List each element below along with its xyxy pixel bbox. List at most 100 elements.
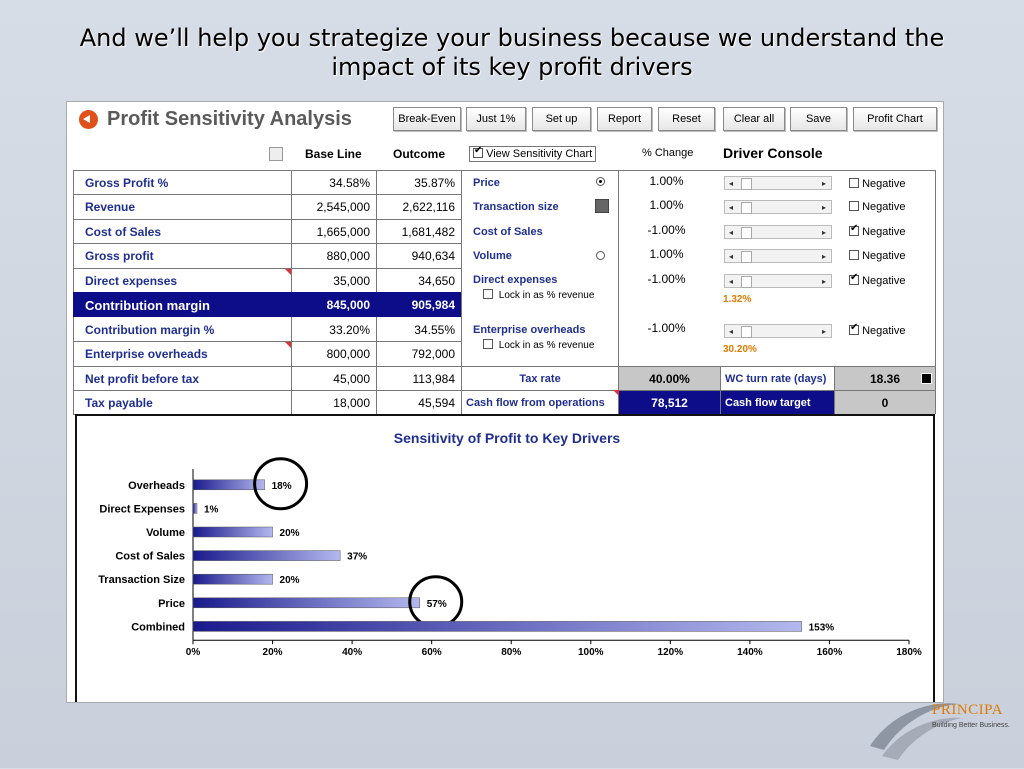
row-label: Net profit before tax bbox=[85, 371, 200, 386]
wc-toggle-icon[interactable] bbox=[921, 373, 932, 384]
volume-slider[interactable]: ◂ ▸ bbox=[724, 249, 832, 263]
pct-change-price[interactable]: 1.00% bbox=[649, 174, 684, 188]
bar bbox=[192, 479, 265, 491]
set-up-button[interactable]: Set up bbox=[532, 107, 591, 131]
row-label: Contribution margin bbox=[74, 293, 291, 317]
back-arrow-icon[interactable] bbox=[79, 110, 98, 129]
x-tick-label: 160% bbox=[817, 647, 843, 658]
tax-rate-value[interactable]: 40.00% bbox=[619, 367, 720, 390]
radio-unselected-icon[interactable] bbox=[596, 251, 605, 260]
app-header: Profit Sensitivity Analysis Break-Even J… bbox=[67, 102, 943, 142]
cash-flow-target-value[interactable]: 0 bbox=[835, 391, 935, 414]
lock-direct-expenses-checkbox[interactable]: Lock in as % revenue bbox=[483, 289, 594, 301]
pct-change-transaction-size[interactable]: 1.00% bbox=[649, 198, 684, 212]
slide-title-line-2: impact of its key profit drivers bbox=[331, 53, 693, 81]
view-chart-label: View Sensitivity Chart bbox=[486, 148, 593, 160]
slide-title: And we’ll help you strategize your busin… bbox=[0, 24, 1024, 82]
comment-marker-icon[interactable] bbox=[285, 342, 291, 348]
checkbox-icon bbox=[849, 201, 859, 211]
logo-tagline: Building Better Business. bbox=[932, 722, 1010, 729]
category-label: Direct Expenses bbox=[99, 503, 185, 515]
save-button[interactable]: Save bbox=[790, 107, 847, 131]
row-label: Gross profit bbox=[85, 249, 154, 263]
bar bbox=[192, 503, 198, 514]
value-label: 37% bbox=[347, 552, 367, 563]
pct-change-cost-of-sales[interactable]: -1.00% bbox=[647, 223, 686, 237]
cash-flow-target-label: Cash flow target bbox=[721, 391, 834, 414]
row-label: Tax payable bbox=[85, 395, 153, 410]
overheads-slider[interactable]: ◂ ▸ bbox=[724, 324, 832, 338]
negative-label: Negative bbox=[862, 250, 906, 262]
driver-label-cost-of-sales: Cost of Sales bbox=[473, 225, 543, 238]
x-tick-label: 0% bbox=[186, 647, 201, 658]
bar bbox=[192, 621, 802, 632]
overheads-pct: 30.20% bbox=[723, 344, 757, 355]
value-label: 1% bbox=[204, 504, 219, 515]
clear-all-button[interactable]: Clear all bbox=[723, 107, 785, 131]
report-button[interactable]: Report bbox=[597, 107, 652, 131]
category-label: Price bbox=[158, 598, 185, 610]
x-tick-label: 180% bbox=[896, 647, 922, 658]
comment-marker-icon[interactable] bbox=[613, 390, 619, 396]
direct-expenses-slider[interactable]: ◂ ▸ bbox=[724, 274, 832, 288]
x-tick-label: 120% bbox=[658, 647, 684, 658]
value-label: 18% bbox=[272, 481, 292, 492]
category-label: Overheads bbox=[128, 480, 185, 492]
negative-checkbox-price[interactable]: Negative bbox=[849, 178, 905, 190]
view-sensitivity-chart-checkbox[interactable]: View Sensitivity Chart bbox=[469, 145, 597, 162]
highlight-circle bbox=[253, 457, 309, 511]
toggle-box[interactable] bbox=[269, 147, 283, 161]
pct-change-header: % Change bbox=[642, 147, 694, 159]
checkbox-checked-icon bbox=[473, 145, 483, 158]
negative-checkbox-volume[interactable]: Negative bbox=[849, 250, 905, 262]
negative-checkbox-direct-expenses[interactable]: Negative bbox=[849, 272, 906, 287]
wc-turn-label: WC turn rate (days) bbox=[725, 372, 827, 385]
outcome-header: Outcome bbox=[393, 147, 446, 161]
negative-label: Negative bbox=[862, 275, 906, 287]
just-1pct-button[interactable]: Just 1% bbox=[466, 107, 526, 131]
wc-turn-value[interactable]: 18.36 bbox=[835, 367, 935, 390]
row-outcome: 34,650 bbox=[418, 273, 455, 288]
cost-of-sales-slider[interactable]: ◂ ▸ bbox=[724, 225, 832, 239]
row-baseline[interactable]: 35,000 bbox=[333, 273, 370, 288]
reset-button[interactable]: Reset bbox=[658, 107, 715, 131]
row-outcome: 34.55% bbox=[414, 322, 455, 337]
radio-selected-icon[interactable] bbox=[596, 177, 605, 186]
transaction-size-toggle[interactable] bbox=[595, 199, 609, 213]
checkbox-icon bbox=[483, 339, 493, 349]
chart-svg: Sensitivity of Profit to Key Drivers Ove… bbox=[98, 430, 922, 658]
price-slider[interactable]: ◂ ▸ bbox=[724, 176, 832, 190]
x-tick-label: 100% bbox=[578, 647, 604, 658]
cash-flow-label: Cash flow from operations bbox=[466, 396, 605, 409]
x-tick-label: 60% bbox=[422, 647, 442, 658]
lock-label: Lock in as % revenue bbox=[498, 290, 595, 301]
negative-checkbox-overheads[interactable]: Negative bbox=[849, 322, 906, 337]
negative-checkbox-transaction-size[interactable]: Negative bbox=[849, 201, 905, 213]
driver-label-volume: Volume bbox=[473, 250, 512, 262]
principa-logo: PRINCIPA Building Better Business. bbox=[862, 694, 1022, 764]
driver-console-header: Driver Console bbox=[723, 145, 823, 161]
comment-marker-icon[interactable] bbox=[285, 269, 291, 275]
pct-change-direct-expenses[interactable]: -1.00% bbox=[647, 272, 686, 286]
category-label: Transaction Size bbox=[98, 574, 185, 586]
lock-overheads-checkbox[interactable]: Lock in as % revenue bbox=[483, 339, 594, 351]
row-outcome: 45,594 bbox=[418, 395, 455, 410]
row-baseline[interactable]: 2,545,000 bbox=[316, 200, 370, 214]
negative-checkbox-cost-of-sales[interactable]: Negative bbox=[849, 223, 905, 238]
negative-label: Negative bbox=[862, 325, 906, 337]
app-title: Profit Sensitivity Analysis bbox=[79, 108, 352, 131]
row-outcome: 35.87% bbox=[414, 175, 455, 190]
cash-flow-value: 78,512 bbox=[619, 391, 720, 414]
row-outcome: 940,634 bbox=[411, 249, 455, 263]
row-baseline[interactable]: 1,665,000 bbox=[316, 224, 370, 239]
profit-chart-button[interactable]: Profit Chart bbox=[853, 107, 937, 131]
pct-change-overheads[interactable]: -1.00% bbox=[647, 321, 686, 335]
row-baseline[interactable]: 800,000 bbox=[326, 347, 370, 361]
checkbox-checked-icon bbox=[849, 322, 859, 335]
pct-change-volume[interactable]: 1.00% bbox=[649, 247, 684, 261]
app-title-text: Profit Sensitivity Analysis bbox=[107, 108, 352, 130]
break-even-button[interactable]: Break-Even bbox=[393, 107, 461, 131]
row-baseline: 880,000 bbox=[326, 249, 370, 263]
bar bbox=[192, 573, 273, 585]
transaction-size-slider[interactable]: ◂ ▸ bbox=[724, 200, 832, 214]
